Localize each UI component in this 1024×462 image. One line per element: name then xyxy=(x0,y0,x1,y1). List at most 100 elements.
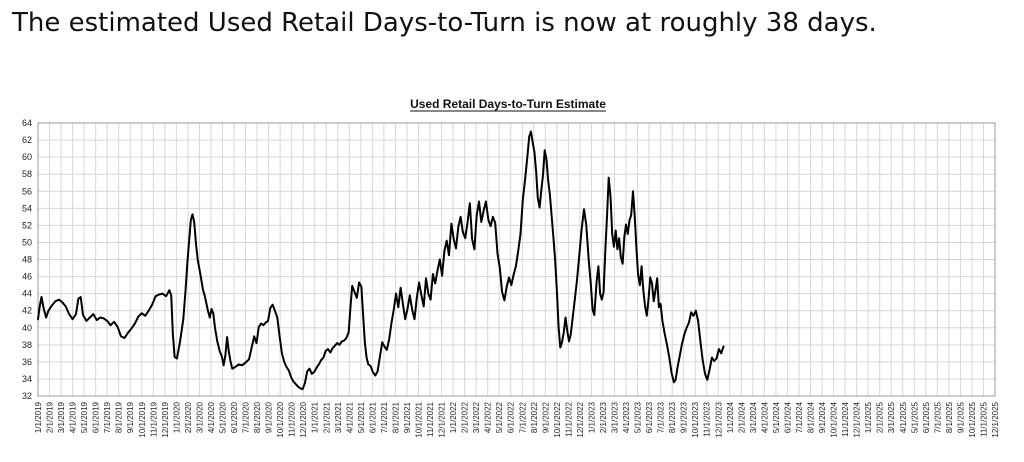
x-tick-label: 1/1/2023 xyxy=(587,401,596,433)
x-tick-label: 6/1/2020 xyxy=(230,401,239,433)
x-tick-label: 3/1/2021 xyxy=(334,401,343,433)
x-tick-label: 3/1/2025 xyxy=(887,401,896,433)
plot-frame xyxy=(37,122,996,397)
x-tick-label: 3/1/2020 xyxy=(195,401,204,433)
y-tick-label: 50 xyxy=(22,237,32,247)
x-tick-label: 9/1/2023 xyxy=(680,401,689,433)
x-tick-label: 4/1/2025 xyxy=(899,401,908,433)
x-tick-label: 8/1/2021 xyxy=(391,401,400,433)
x-tick-label: 11/1/2022 xyxy=(564,401,573,437)
x-tick-label: 2/1/2022 xyxy=(461,401,470,433)
x-tick-label: 2/1/2019 xyxy=(46,401,55,433)
x-tick-label: 9/1/2022 xyxy=(541,401,550,433)
y-tick-label: 46 xyxy=(22,272,32,282)
chart-container: Used Retail Days-to-Turn Estimate 32 34 36… xyxy=(0,90,1024,462)
x-tick-label: 10/1/2025 xyxy=(968,401,977,437)
y-tick-label: 60 xyxy=(22,152,32,162)
x-tick-label: 5/1/2020 xyxy=(218,401,227,433)
headline: The estimated Used Retail Days-to-Turn i… xyxy=(12,8,877,38)
y-tick-label: 48 xyxy=(22,255,32,265)
x-tick-label: 12/1/2020 xyxy=(299,401,308,437)
x-tick-label: 6/1/2025 xyxy=(922,401,931,433)
x-tick-label: 11/1/2023 xyxy=(703,401,712,437)
x-tick-label: 5/1/2025 xyxy=(910,401,919,433)
x-tick-label: 12/1/2022 xyxy=(576,401,585,437)
x-tick-label: 7/1/2020 xyxy=(242,401,251,433)
x-tick-label: 4/1/2024 xyxy=(760,401,769,433)
x-tick-label: 11/1/2021 xyxy=(426,401,435,437)
x-tick-label: 2/1/2021 xyxy=(322,401,331,433)
y-axis-ticks: 32 34 36 38 40 42 44 46 48 50 52 54 56 58 60 62 64 xyxy=(22,118,32,401)
x-tick-label: 2/1/2023 xyxy=(599,401,608,433)
x-tick-label: 10/1/2020 xyxy=(276,401,285,437)
x-tick-label: 10/1/2024 xyxy=(830,401,839,437)
x-tick-label: 6/1/2022 xyxy=(507,401,516,433)
x-tick-label: 9/1/2019 xyxy=(126,401,135,433)
x-tick-label: 8/1/2024 xyxy=(807,401,816,433)
x-tick-label: 3/1/2024 xyxy=(749,401,758,433)
x-tick-label: 2/1/2024 xyxy=(737,401,746,433)
x-axis-ticks: 1/1/2019 2/1/2019 3/1/2019 4/1/2019 5/1/2019… xyxy=(34,401,1000,437)
x-tick-label: 1/1/2021 xyxy=(311,401,320,433)
x-tick-label: 3/1/2022 xyxy=(472,401,481,433)
x-tick-label: 8/1/2023 xyxy=(668,401,677,433)
x-tick-label: 1/1/2019 xyxy=(34,401,43,433)
y-tick-label: 62 xyxy=(22,135,32,145)
x-tick-label: 9/1/2024 xyxy=(818,401,827,433)
y-tick-label: 44 xyxy=(22,289,32,299)
x-tick-label: 2/1/2025 xyxy=(876,401,885,433)
y-tick-label: 58 xyxy=(22,169,32,179)
x-tick-label: 5/1/2024 xyxy=(772,401,781,433)
x-tick-label: 3/1/2019 xyxy=(57,401,66,433)
x-tick-label: 12/1/2024 xyxy=(853,401,862,437)
x-tick-label: 10/1/2021 xyxy=(414,401,423,437)
x-tick-label: 11/1/2024 xyxy=(841,401,850,437)
x-tick-label: 2/1/2020 xyxy=(184,401,193,433)
x-tick-label: 3/1/2023 xyxy=(611,401,620,433)
x-tick-label: 1/1/2020 xyxy=(172,401,181,433)
x-tick-label: 5/1/2019 xyxy=(80,401,89,433)
x-tick-label: 4/1/2023 xyxy=(622,401,631,433)
x-tick-label: 8/1/2019 xyxy=(115,401,124,433)
y-tick-label: 42 xyxy=(22,306,32,316)
x-tick-label: 10/1/2023 xyxy=(691,401,700,437)
x-tick-label: 9/1/2020 xyxy=(265,401,274,433)
x-tick-label: 4/1/2020 xyxy=(207,401,216,433)
x-tick-label: 6/1/2023 xyxy=(645,401,654,433)
y-tick-label: 54 xyxy=(22,203,32,213)
x-tick-label: 12/1/2023 xyxy=(714,401,723,437)
x-tick-label: 5/1/2023 xyxy=(634,401,643,433)
x-tick-label: 11/1/2025 xyxy=(979,401,988,437)
x-tick-label: 5/1/2022 xyxy=(495,401,504,433)
x-tick-label: 12/1/2019 xyxy=(161,401,170,437)
x-tick-label: 4/1/2022 xyxy=(484,401,493,433)
x-tick-label: 7/1/2023 xyxy=(657,401,666,433)
x-tick-label: 11/1/2020 xyxy=(288,401,297,437)
x-tick-label: 6/1/2019 xyxy=(92,401,101,433)
x-tick-label: 1/1/2024 xyxy=(726,401,735,433)
x-tick-label: 1/1/2025 xyxy=(864,401,873,433)
x-tick-label: 8/1/2020 xyxy=(253,401,262,433)
x-tick-label: 1/1/2022 xyxy=(449,401,458,433)
days-to-turn-chart: Used Retail Days-to-Turn Estimate 32 34 36… xyxy=(22,97,1000,438)
x-tick-label: 4/1/2021 xyxy=(345,401,354,433)
x-tick-label: 7/1/2019 xyxy=(103,401,112,433)
x-tick-label: 7/1/2025 xyxy=(933,401,942,433)
y-tick-label: 38 xyxy=(22,340,32,350)
x-tick-label: 7/1/2022 xyxy=(518,401,527,433)
x-tick-label: 10/1/2019 xyxy=(138,401,147,437)
x-tick-label: 6/1/2021 xyxy=(368,401,377,433)
x-tick-label: 9/1/2025 xyxy=(956,401,965,433)
series-line-days-to-turn xyxy=(37,130,725,391)
x-tick-label: 9/1/2021 xyxy=(403,401,412,433)
y-tick-label: 52 xyxy=(22,220,32,230)
y-tick-label: 32 xyxy=(22,391,32,401)
x-tick-label: 12/1/2021 xyxy=(438,401,447,437)
x-tick-label: 8/1/2022 xyxy=(530,401,539,433)
x-tick-label: 8/1/2025 xyxy=(945,401,954,433)
y-tick-label: 64 xyxy=(22,118,32,128)
x-tick-label: 10/1/2022 xyxy=(553,401,562,437)
y-tick-label: 56 xyxy=(22,186,32,196)
x-tick-label: 7/1/2024 xyxy=(795,401,804,433)
x-tick-label: 11/1/2019 xyxy=(149,401,158,437)
